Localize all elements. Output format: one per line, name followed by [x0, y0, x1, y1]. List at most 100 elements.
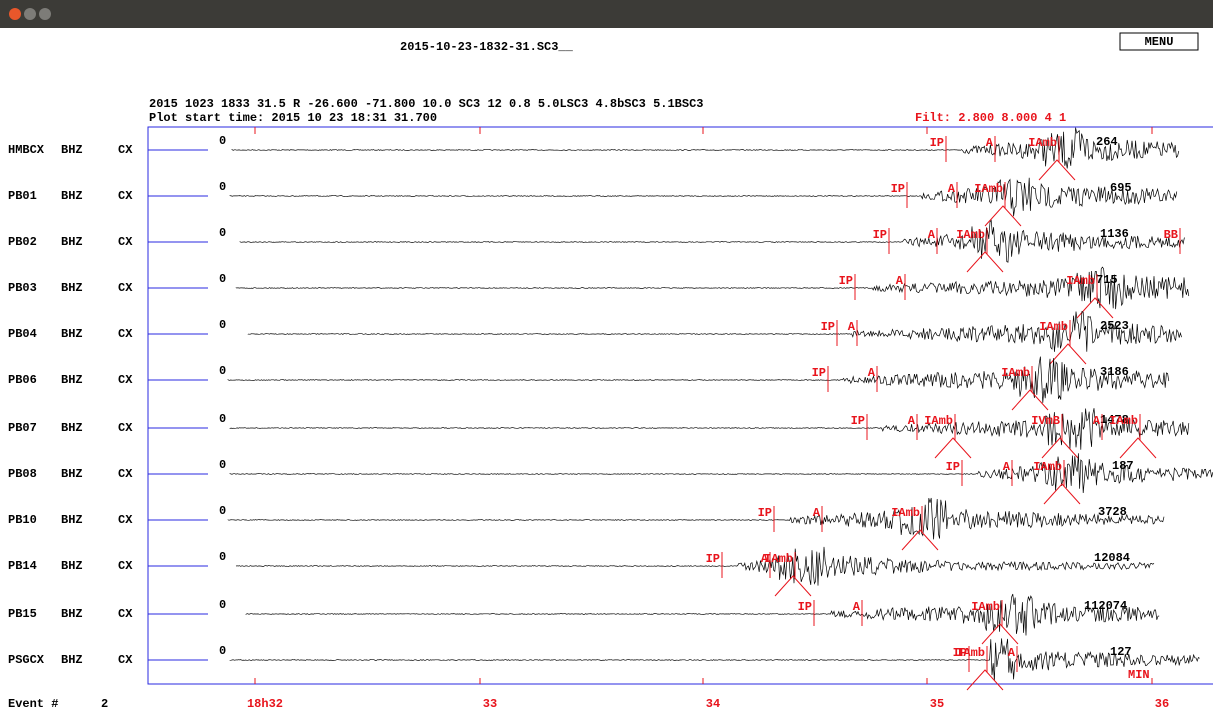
pick-label: IAmb: [764, 552, 793, 566]
time-label: 35: [930, 697, 944, 711]
file-name: 2015-10-23-1832-31.SC3__: [400, 40, 574, 54]
pick-label: BB: [1164, 228, 1178, 242]
network: CX: [118, 653, 133, 667]
zero-label: 0: [219, 504, 226, 518]
title-bar: [0, 0, 1213, 28]
plot-frame: [147, 126, 1213, 685]
pick-label: IP: [798, 600, 812, 614]
pick-label: IAmb: [1028, 136, 1057, 150]
network: CX: [118, 467, 133, 481]
component: BHZ: [61, 607, 83, 621]
station-name: PB08: [8, 467, 37, 481]
pick-label: IAmb: [956, 228, 985, 242]
network: CX: [118, 513, 133, 527]
component: BHZ: [61, 373, 83, 387]
station-name: PB10: [8, 513, 37, 527]
component: BHZ: [61, 513, 83, 527]
station-name: PB15: [8, 607, 37, 621]
pick-label: IP: [706, 552, 720, 566]
amp-marker: [966, 251, 1004, 273]
amp-marker: [901, 529, 939, 551]
pick-label: IAmb: [1066, 274, 1095, 288]
station-name: PB07: [8, 421, 37, 435]
zero-label: 0: [219, 180, 226, 194]
station-name: HMBCX: [8, 143, 45, 157]
network: CX: [118, 281, 133, 295]
station-name: PB03: [8, 281, 37, 295]
minimize-button[interactable]: [24, 8, 36, 20]
pick-label: IP: [930, 136, 944, 150]
pick-label: A: [813, 506, 821, 520]
pick-label: A: [848, 320, 856, 334]
station-name: PSGCX: [8, 653, 45, 667]
pick-label: IVmB: [1031, 414, 1060, 428]
amp-marker: [1041, 437, 1079, 459]
menu-label[interactable]: MENU: [1145, 35, 1174, 49]
amplitude: 3186: [1100, 365, 1129, 379]
network: CX: [118, 143, 133, 157]
component: BHZ: [61, 189, 83, 203]
zero-label: 0: [219, 598, 226, 612]
component: BHZ: [61, 143, 83, 157]
pick-label: IP: [821, 320, 835, 334]
amplitude: 187: [1112, 459, 1134, 473]
component: BHZ: [61, 559, 83, 573]
pick-label: IP: [758, 506, 772, 520]
pick-label: IP: [839, 274, 853, 288]
amp-marker: [984, 205, 1022, 227]
pick-label: A: [853, 600, 861, 614]
zero-label: 0: [219, 272, 226, 286]
station-name: PB01: [8, 189, 37, 203]
zero-label: 0: [219, 318, 226, 332]
waveform: [229, 408, 1190, 450]
time-label: 33: [483, 697, 497, 711]
component: BHZ: [61, 467, 83, 481]
waveform: [245, 593, 1160, 636]
pick-label: IAmb: [1109, 414, 1138, 428]
station-name: PB14: [8, 559, 37, 573]
amp-marker: [1043, 483, 1081, 505]
amp-marker: [1049, 343, 1087, 365]
component: BHZ: [61, 653, 83, 667]
pick-label: IP: [891, 182, 905, 196]
time-label: 34: [706, 697, 720, 711]
pick-label: IP: [851, 414, 865, 428]
close-button[interactable]: [9, 8, 21, 20]
pick-label: IAmb: [924, 414, 953, 428]
min-label: MIN: [1128, 668, 1150, 682]
network: CX: [118, 373, 133, 387]
amp-marker: [934, 437, 972, 459]
amplitude: 1136: [1100, 227, 1129, 241]
network: CX: [118, 607, 133, 621]
network: CX: [118, 189, 133, 203]
network: CX: [118, 559, 133, 573]
pick-label: A: [896, 274, 904, 288]
menu-button[interactable]: [1119, 32, 1199, 51]
zero-label: 0: [219, 550, 226, 564]
station-name: PB04: [8, 327, 37, 341]
component: BHZ: [61, 421, 83, 435]
pick-label: A: [1093, 414, 1101, 428]
waveform: [229, 638, 1200, 681]
pick-label: IAmb: [891, 506, 920, 520]
amp-marker: [774, 575, 812, 597]
amp-marker: [1038, 159, 1076, 181]
waveform: [235, 546, 1155, 586]
waveform: [235, 266, 1190, 310]
header-line: 2015 1023 1833 31.5 R -26.600 -71.800 10…: [149, 97, 704, 111]
network: CX: [118, 421, 133, 435]
zero-label: 0: [219, 458, 226, 472]
zero-label: 0: [219, 226, 226, 240]
station-name: PB02: [8, 235, 37, 249]
amp-marker: [981, 623, 1019, 645]
amp-marker: [966, 669, 1004, 691]
amp-marker: [1011, 389, 1049, 411]
pick-label: IAmb: [971, 600, 1000, 614]
pick-label: IAmb: [956, 646, 985, 660]
maximize-button[interactable]: [39, 8, 51, 20]
pick-label: IAmb: [1039, 320, 1068, 334]
event-number: 2: [101, 697, 108, 711]
pick-label: A: [986, 136, 994, 150]
waveform: [227, 497, 1165, 540]
